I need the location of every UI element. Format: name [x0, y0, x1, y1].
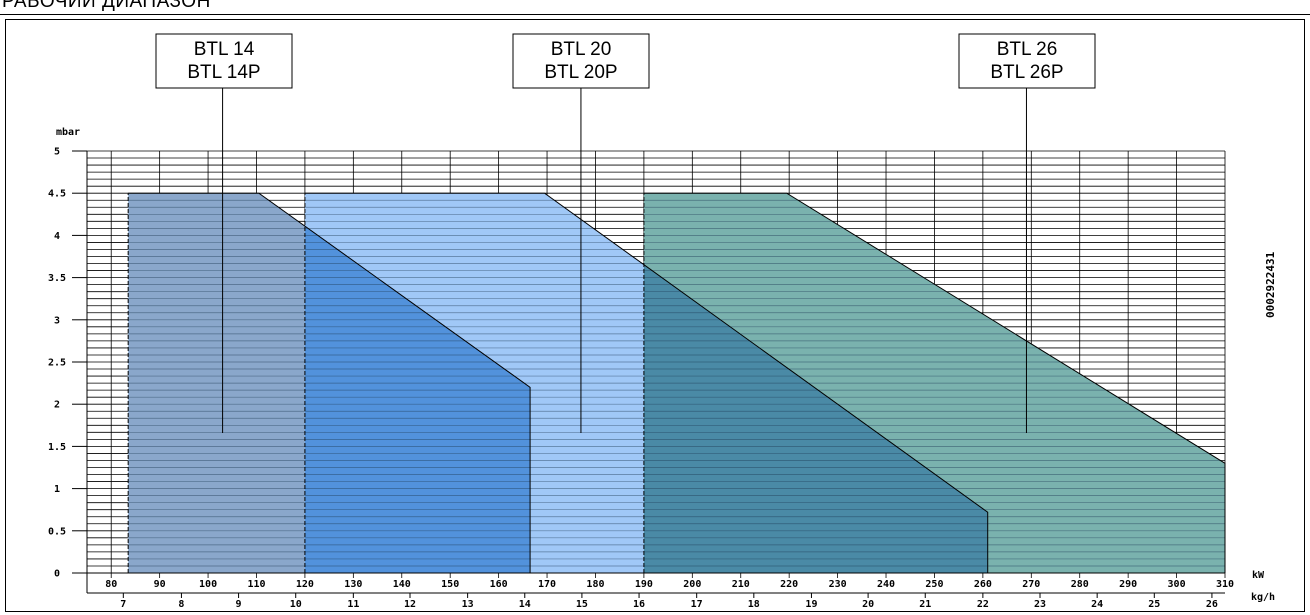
x2-tick-label: 14: [519, 599, 531, 610]
x2-tick-label: 12: [404, 599, 416, 610]
x2-tick-label: 20: [862, 599, 874, 610]
y-tick-label: 3.5: [48, 273, 66, 284]
x2-tick-label: 24: [1091, 599, 1103, 610]
axes: [86, 151, 1225, 594]
chart-frame: [5, 19, 1305, 612]
y-tick-label: 0.5: [48, 526, 66, 537]
y-tick-label: 2: [54, 400, 60, 411]
x-tick-label: 310: [1216, 579, 1234, 590]
page-title: РАБОЧИЙ ДИАПАЗОН: [2, 0, 211, 12]
series-label-text: BTL 20: [551, 39, 612, 60]
x2-axis-label: kg/h: [1251, 592, 1275, 603]
x-tick-label: 280: [1071, 579, 1089, 590]
x-tick-label: 200: [683, 579, 701, 590]
x-axis-label: kW: [1252, 570, 1265, 581]
series-label-text: BTL 26P: [990, 62, 1063, 83]
x2-tick-label: 7: [120, 599, 126, 610]
x-tick-label: 90: [154, 579, 166, 590]
y-tick-label: 1.5: [48, 442, 66, 453]
series-label-box: [958, 33, 1096, 89]
series-outline: [304, 192, 989, 573]
x2-tick-label: 26: [1206, 599, 1218, 610]
series-label-text: BTL 14P: [187, 62, 260, 83]
x-tick-label: 290: [1119, 579, 1137, 590]
series-label-text: BTL 14: [194, 39, 255, 60]
x2-tick-label: 15: [576, 599, 588, 610]
x-tick-label: 150: [441, 579, 459, 590]
y-tick-label: 3: [54, 315, 60, 326]
y-tick-label: 1: [54, 484, 60, 495]
x-tick-label: 220: [780, 579, 798, 590]
series-label-text: BTL 26: [997, 39, 1058, 60]
drawing-code: 0002922431: [1264, 251, 1277, 318]
series-label-box: [155, 33, 293, 89]
x2-tick-label: 21: [919, 599, 931, 610]
x2-tick-label: 11: [347, 599, 359, 610]
y-tick-label: 4.5: [48, 189, 66, 200]
x2-tick-label: 18: [748, 599, 760, 610]
x2-tick-label: 8: [178, 599, 184, 610]
y-tick-label: 2.5: [48, 358, 66, 369]
x-tick-label: 140: [393, 579, 411, 590]
series-outlines: [127, 192, 1226, 573]
x-tick-label: 170: [538, 579, 556, 590]
x2-tick-label: 16: [633, 599, 645, 610]
y-axis-label: mbar: [56, 127, 80, 138]
x2-tick-label: 17: [691, 599, 703, 610]
y-tick-label: 5: [54, 147, 60, 158]
tick-labels: 0 0.5 1 1.5 2 2.5 3 3.5 4 4.5 5 80 90 100 110 120 130 140…: [48, 147, 1234, 611]
x-tick-label: 120: [296, 579, 314, 590]
x-tick-label: 230: [829, 579, 847, 590]
x2-tick-label: 22: [977, 599, 989, 610]
x-tick-label: 100: [199, 579, 217, 590]
x-tick-label: 180: [586, 579, 604, 590]
x2-tick-label: 13: [462, 599, 474, 610]
series-outline: [643, 192, 1226, 573]
x-tick-label: 240: [877, 579, 895, 590]
x-tick-label: 270: [1022, 579, 1040, 590]
x2-tick-label: 9: [236, 599, 242, 610]
series-outline: [128, 192, 531, 573]
x-tick-label: 250: [925, 579, 943, 590]
x-tick-label: 260: [974, 579, 992, 590]
x-tick-label: 80: [105, 579, 117, 590]
x-tick-label: 110: [247, 579, 265, 590]
x2-tick-label: 25: [1148, 599, 1160, 610]
x2-tick-label: 10: [290, 599, 302, 610]
x-tick-label: 130: [344, 579, 362, 590]
x-tick-label: 300: [1168, 579, 1186, 590]
x2-tick-label: 23: [1034, 599, 1046, 610]
y-tick-label: 4: [54, 231, 60, 242]
x-tick-label: 160: [490, 579, 508, 590]
title-rule: [0, 14, 1310, 15]
y-tick-label: 0: [54, 569, 60, 580]
series-label-box: [512, 33, 650, 89]
x-tick-label: 190: [635, 579, 653, 590]
series-label-text: BTL 20P: [544, 62, 617, 83]
x-tick-label: 210: [732, 579, 750, 590]
x2-tick-label: 19: [805, 599, 817, 610]
